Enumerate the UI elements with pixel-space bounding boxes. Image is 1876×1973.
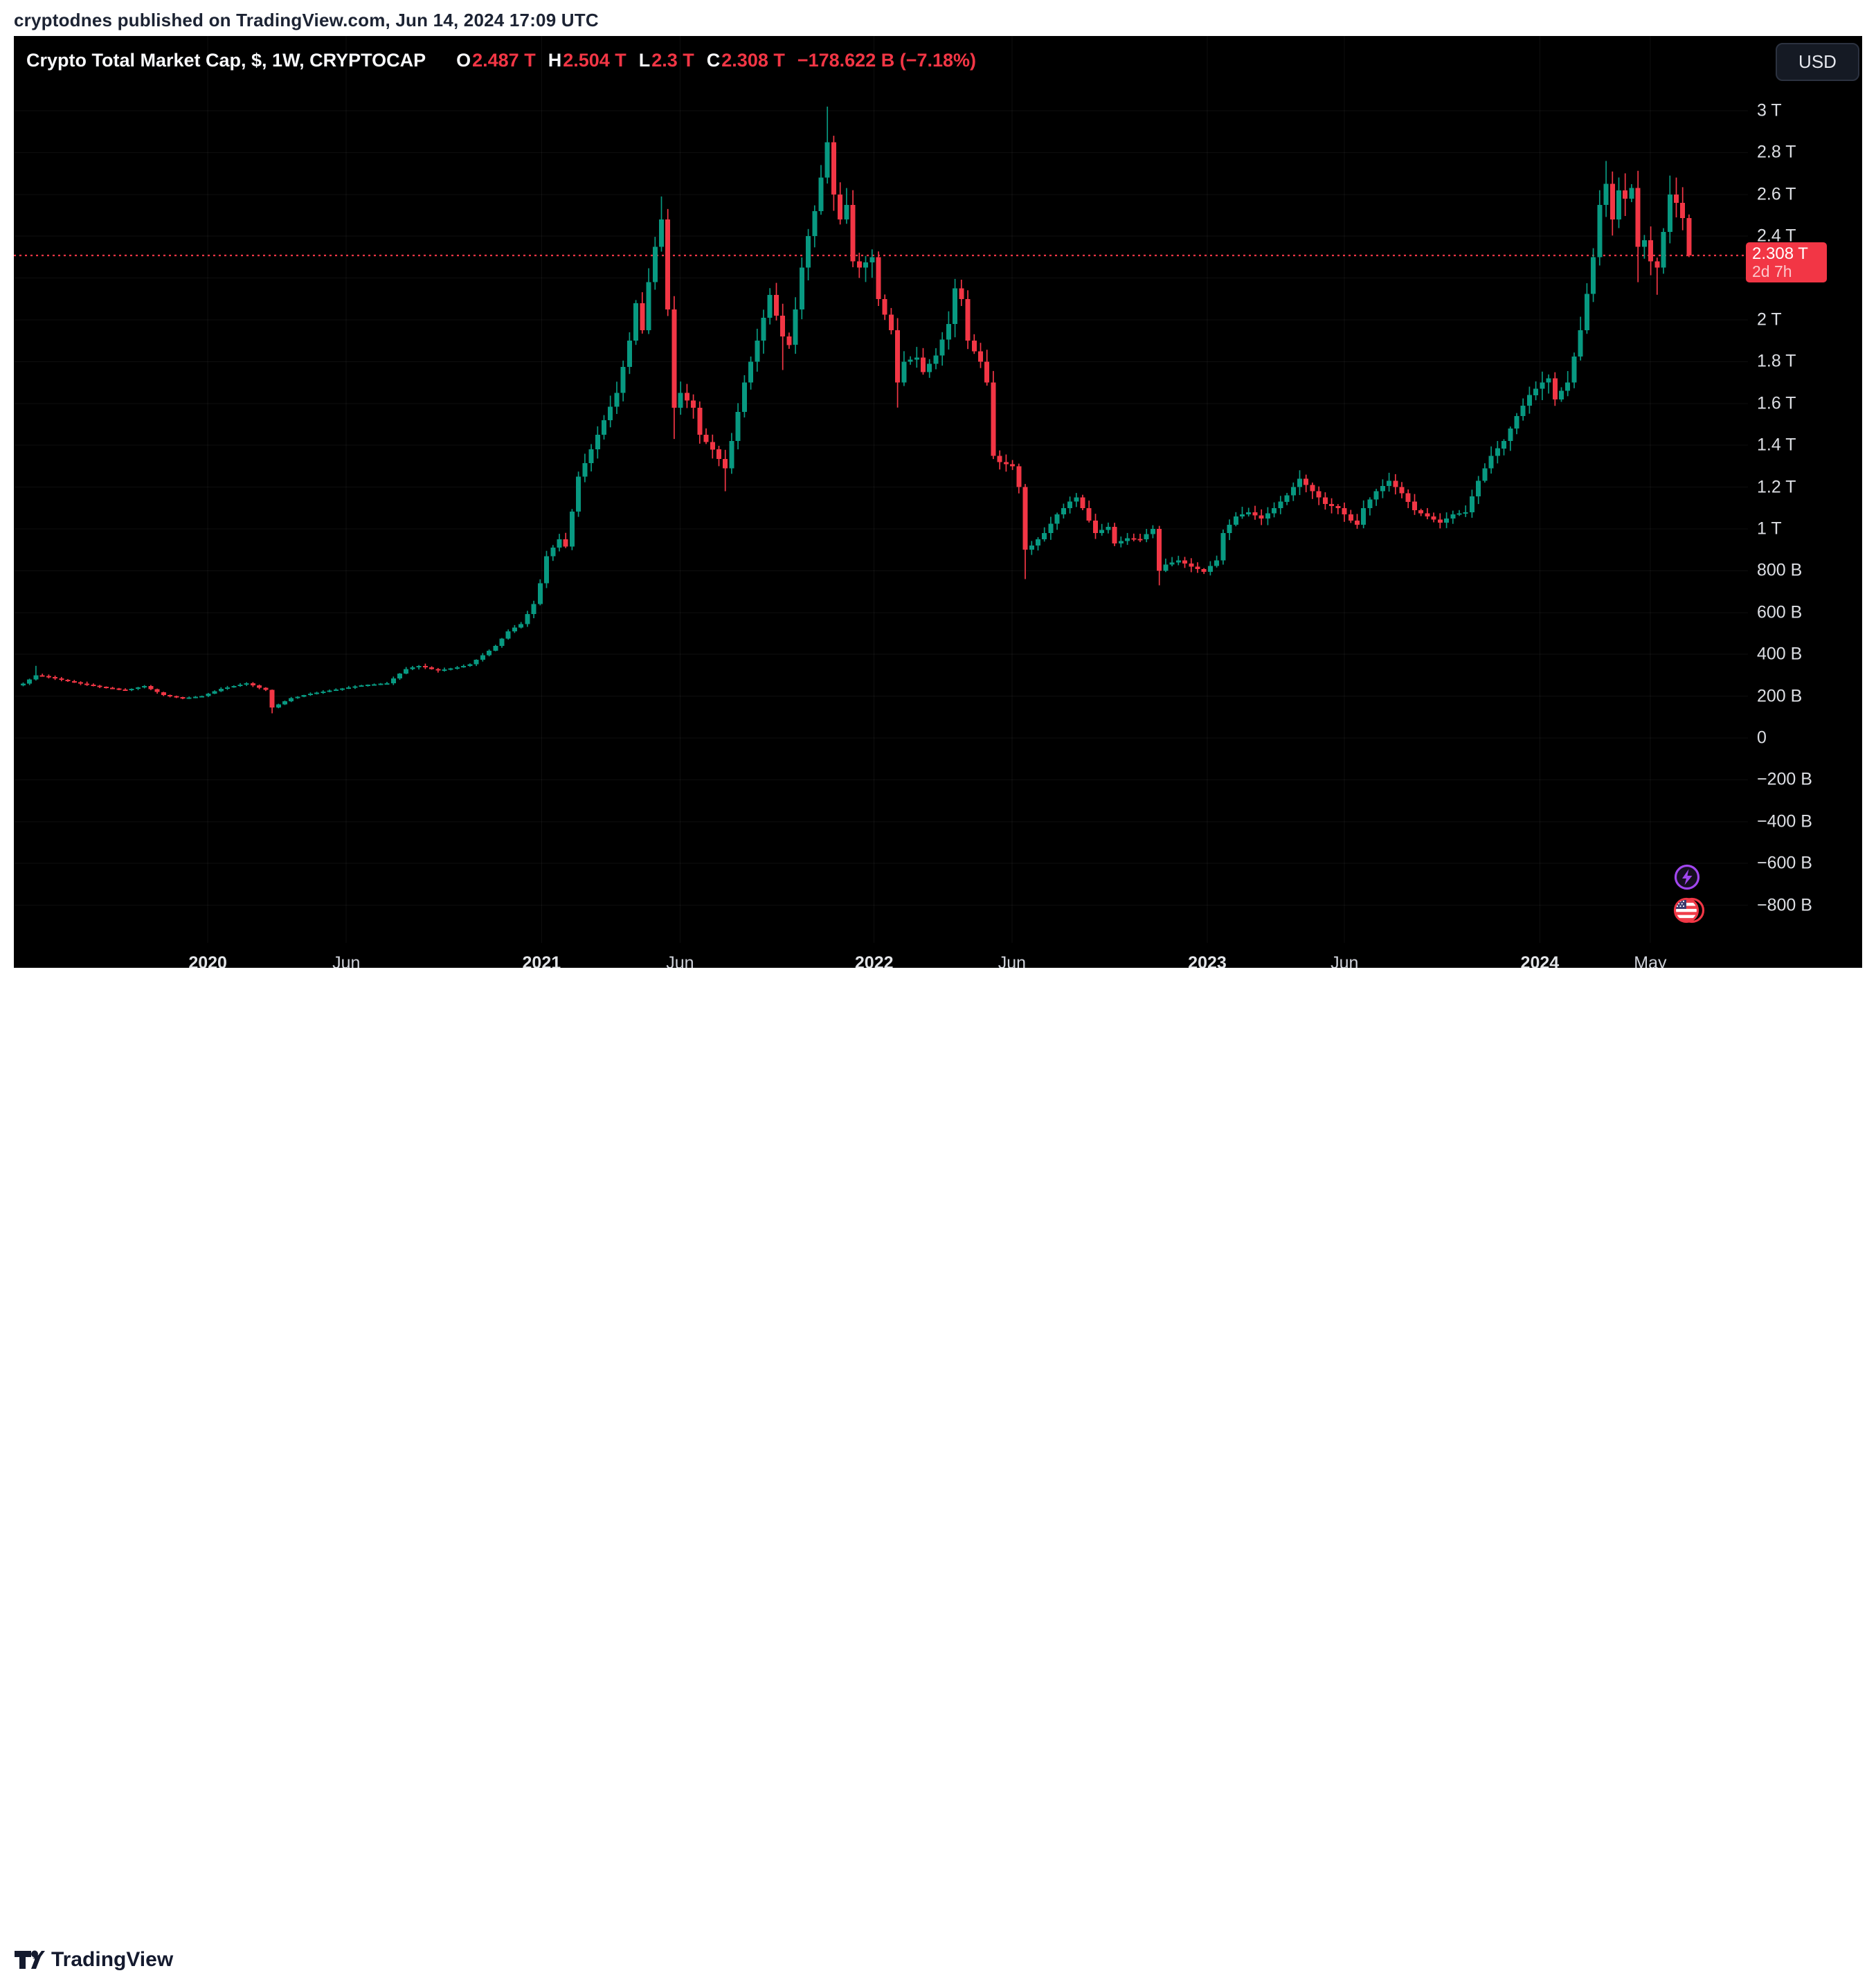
last-price-label: 2.308 T 2d 7h bbox=[1746, 242, 1827, 282]
currency-toggle-button[interactable]: USD bbox=[1776, 43, 1859, 81]
footer-bar: TradingView bbox=[0, 968, 1876, 1971]
lightning-badge-icon bbox=[1674, 864, 1700, 890]
publisher-bar: cryptodnes published on TradingView.com,… bbox=[0, 0, 1876, 36]
price-tick-label: −400 B bbox=[1757, 811, 1812, 831]
price-tick-label: 200 B bbox=[1757, 686, 1803, 706]
price-tick-label: 800 B bbox=[1757, 560, 1803, 580]
last-price-value: 2.308 T bbox=[1752, 244, 1808, 263]
usd-flag-badge-icon bbox=[1673, 897, 1705, 924]
price-tick-label: 1.8 T bbox=[1757, 351, 1796, 371]
price-tick-label: 2.6 T bbox=[1757, 184, 1796, 204]
chart-panel: Crypto Total Market Cap, $, 1W, CRYPTOCA… bbox=[14, 36, 1862, 973]
price-tick-label: 600 B bbox=[1757, 602, 1803, 622]
ohlc-key: C bbox=[706, 50, 721, 71]
price-tick-label: 2 T bbox=[1757, 309, 1782, 330]
price-tick-label: 2.8 T bbox=[1757, 142, 1796, 162]
tradingview-logo-icon[interactable] bbox=[14, 1947, 46, 1973]
ohlc-key: H bbox=[548, 50, 562, 71]
price-tick-label: −600 B bbox=[1757, 853, 1812, 873]
candlestick-chart[interactable] bbox=[14, 36, 1748, 943]
price-tick-label: 1.2 T bbox=[1757, 477, 1796, 497]
price-tick-label: 3 T bbox=[1757, 100, 1782, 120]
ohlc-key: O bbox=[456, 50, 471, 71]
ohlc-value: 2.308 T bbox=[721, 50, 785, 71]
bar-countdown: 2d 7h bbox=[1752, 262, 1792, 280]
price-tick-label: 1.6 T bbox=[1757, 393, 1796, 413]
ohlc-value: 2.487 T bbox=[472, 50, 536, 71]
price-tick-label: 400 B bbox=[1757, 644, 1803, 664]
ohlc-value: 2.504 T bbox=[563, 50, 626, 71]
price-tick-label: −800 B bbox=[1757, 895, 1812, 915]
price-tick-label: 1 T bbox=[1757, 519, 1782, 539]
price-tick-label: 0 bbox=[1757, 728, 1767, 748]
tradingview-wordmark[interactable]: TradingView bbox=[51, 1948, 174, 1971]
ohlc-value: 2.3 T bbox=[651, 50, 694, 71]
publisher-text: cryptodnes published on TradingView.com,… bbox=[14, 10, 599, 30]
price-tick-label: 1.4 T bbox=[1757, 435, 1796, 455]
chart-legend: Crypto Total Market Cap, $, 1W, CRYPTOCA… bbox=[26, 50, 976, 71]
price-tick-label: −200 B bbox=[1757, 769, 1812, 789]
change-value: −178.622 B (−7.18%) bbox=[797, 50, 977, 71]
ohlc-values: O2.487 T H2.504 T L2.3 T C2.308 T bbox=[444, 50, 785, 71]
symbol-title[interactable]: Crypto Total Market Cap, $, 1W, CRYPTOCA… bbox=[26, 50, 426, 71]
ohlc-key: L bbox=[638, 50, 651, 71]
